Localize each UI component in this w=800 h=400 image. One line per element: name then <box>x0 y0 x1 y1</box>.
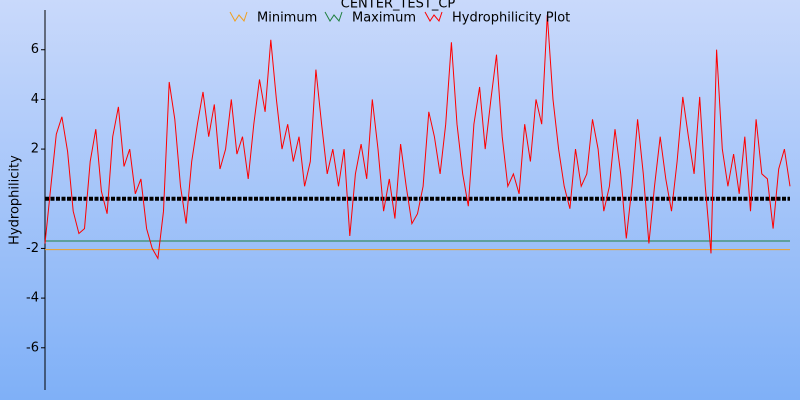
y-tick-label: 6 <box>31 42 39 57</box>
legend-label: Minimum <box>257 11 317 26</box>
y-tick-label: -6 <box>26 340 39 355</box>
legend-icon <box>229 11 248 23</box>
legend-label: Hydrophilicity Plot <box>452 11 570 26</box>
legend-icon <box>324 11 343 23</box>
y-tick-label: -4 <box>26 291 39 306</box>
legend-icon <box>424 11 443 23</box>
data-line <box>44 14 791 260</box>
chart-title: CENTER_TEST_CP <box>341 0 456 12</box>
y-axis-label: Hydrophilicity <box>8 155 23 245</box>
legend-label: Maximum <box>352 11 416 26</box>
y-tick-label: -2 <box>26 241 39 256</box>
y-tick-label: 4 <box>31 92 39 107</box>
y-tick-label: 2 <box>31 142 39 157</box>
